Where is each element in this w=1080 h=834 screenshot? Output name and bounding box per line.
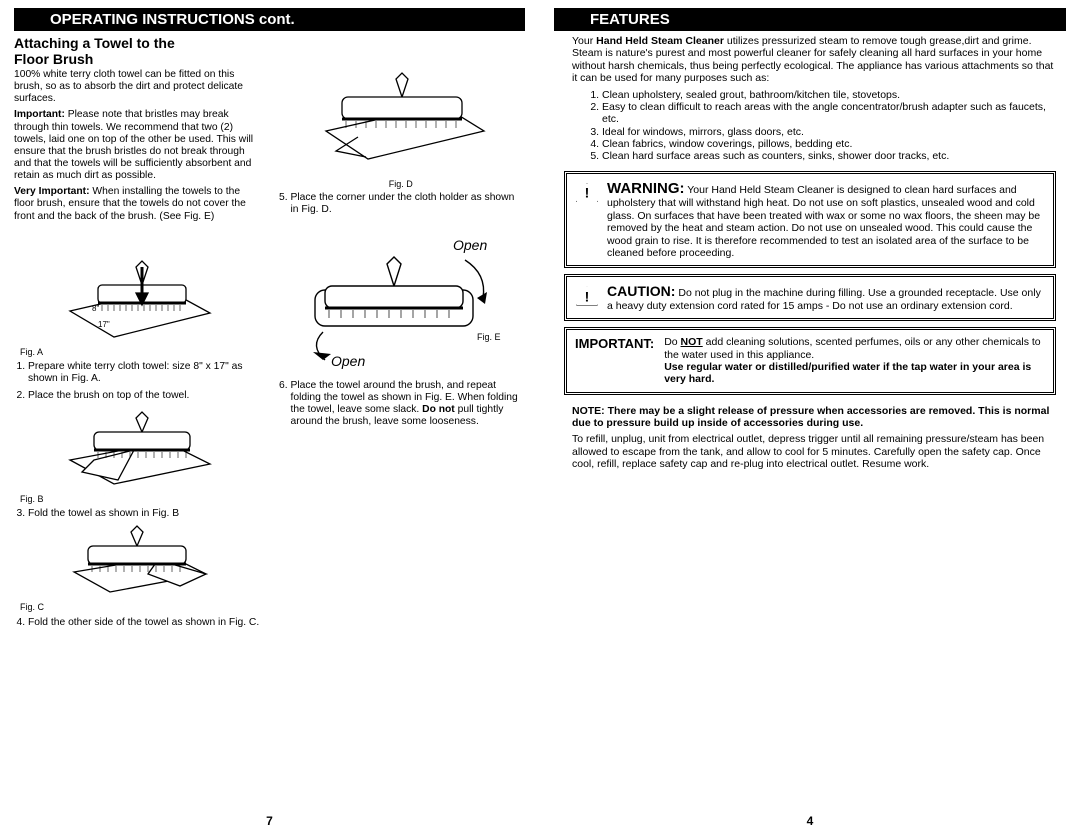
fig-c-label: Fig. C <box>20 602 263 613</box>
fig-a-label: Fig. A <box>20 347 263 358</box>
feature-5: Clean hard surface areas such as counter… <box>602 150 1054 162</box>
features-intro: Your Hand Held Steam Cleaner utilizes pr… <box>572 35 1054 85</box>
fig-a: 8" 17" <box>14 227 263 345</box>
step-5: Place the corner under the cloth holder … <box>291 192 526 216</box>
steps-4: Fold the other side of the towel as show… <box>14 617 263 629</box>
feature-3: Ideal for windows, mirrors, glass doors,… <box>602 126 1054 138</box>
important-box: IMPORTANT: Do NOT add cleaning solutions… <box>564 327 1056 395</box>
fig-c <box>14 524 263 600</box>
page-right: FEATURES Your Hand Held Steam Cleaner ut… <box>540 0 1080 834</box>
feature-2: Easy to clean difficult to reach areas w… <box>602 101 1054 126</box>
header-right: FEATURES <box>554 8 1066 31</box>
right-body: Your Hand Held Steam Cleaner utilizes pr… <box>554 31 1066 163</box>
fig-b <box>14 406 263 492</box>
warning-icon <box>575 182 599 204</box>
steps-1-2: Prepare white terry cloth towel: size 8"… <box>14 361 263 401</box>
refill-text: To refill, unplug, unit from electrical … <box>572 433 1054 470</box>
svg-text:8": 8" <box>92 304 99 313</box>
warning-text: WARNING: Your Hand Held Steam Cleaner is… <box>607 180 1045 260</box>
fig-d-label: Fig. D <box>277 179 526 190</box>
step-2: Place the brush on top of the towel. <box>28 390 263 402</box>
caution-text: CAUTION: Do not plug in the machine duri… <box>607 283 1045 312</box>
fig-e: Open Open Fig. E <box>277 220 526 378</box>
fig-b-label: Fig. B <box>20 494 263 505</box>
open-label-2: Open <box>331 353 365 369</box>
features-list: Clean upholstery, sealed grout, bathroom… <box>572 89 1054 163</box>
note-text: NOTE: There may be a slight release of p… <box>572 405 1054 430</box>
warning-box: WARNING: Your Hand Held Steam Cleaner is… <box>564 171 1056 269</box>
important-text: Do NOT add cleaning solutions, scented p… <box>664 336 1045 386</box>
step-4: Fold the other side of the towel as show… <box>28 617 263 629</box>
subhead-line2: Floor Brush <box>14 51 525 67</box>
steps-3: Fold the towel as shown in Fig. B <box>14 508 263 520</box>
caution-icon <box>575 285 599 307</box>
page-left: OPERATING INSTRUCTIONS cont. Attaching a… <box>0 0 540 834</box>
svg-text:17": 17" <box>98 320 110 329</box>
fig-d <box>277 67 526 179</box>
page-number-left: 7 <box>266 814 273 828</box>
feature-4: Clean fabrics, window coverings, pillows… <box>602 138 1054 150</box>
para-very-important: Very Important: When installing the towe… <box>14 186 263 222</box>
open-label-1: Open <box>453 237 487 253</box>
left-col-1: 100% white terry cloth towel can be fitt… <box>14 69 263 633</box>
para-intro: 100% white terry cloth towel can be fitt… <box>14 69 263 105</box>
caution-box: CAUTION: Do not plug in the machine duri… <box>564 274 1056 321</box>
step-1: Prepare white terry cloth towel: size 8"… <box>28 361 263 385</box>
left-columns: 100% white terry cloth towel can be fitt… <box>14 69 525 633</box>
para-important: Important: Please note that bristles may… <box>14 109 263 182</box>
page-number-right: 4 <box>807 814 814 828</box>
important-title: IMPORTANT: <box>575 336 654 386</box>
subhead-line1: Attaching a Towel to the <box>14 35 525 51</box>
feature-1: Clean upholstery, sealed grout, bathroom… <box>602 89 1054 101</box>
step-6: Place the towel around the brush, and re… <box>291 380 526 429</box>
header-left: OPERATING INSTRUCTIONS cont. <box>14 8 525 31</box>
svg-text:Fig. E: Fig. E <box>477 332 501 342</box>
left-col-2: Fig. D Place the corner under the cloth … <box>277 69 526 633</box>
steps-5: Place the corner under the cloth holder … <box>277 192 526 216</box>
steps-6: Place the towel around the brush, and re… <box>277 380 526 429</box>
step-3: Fold the towel as shown in Fig. B <box>28 508 263 520</box>
